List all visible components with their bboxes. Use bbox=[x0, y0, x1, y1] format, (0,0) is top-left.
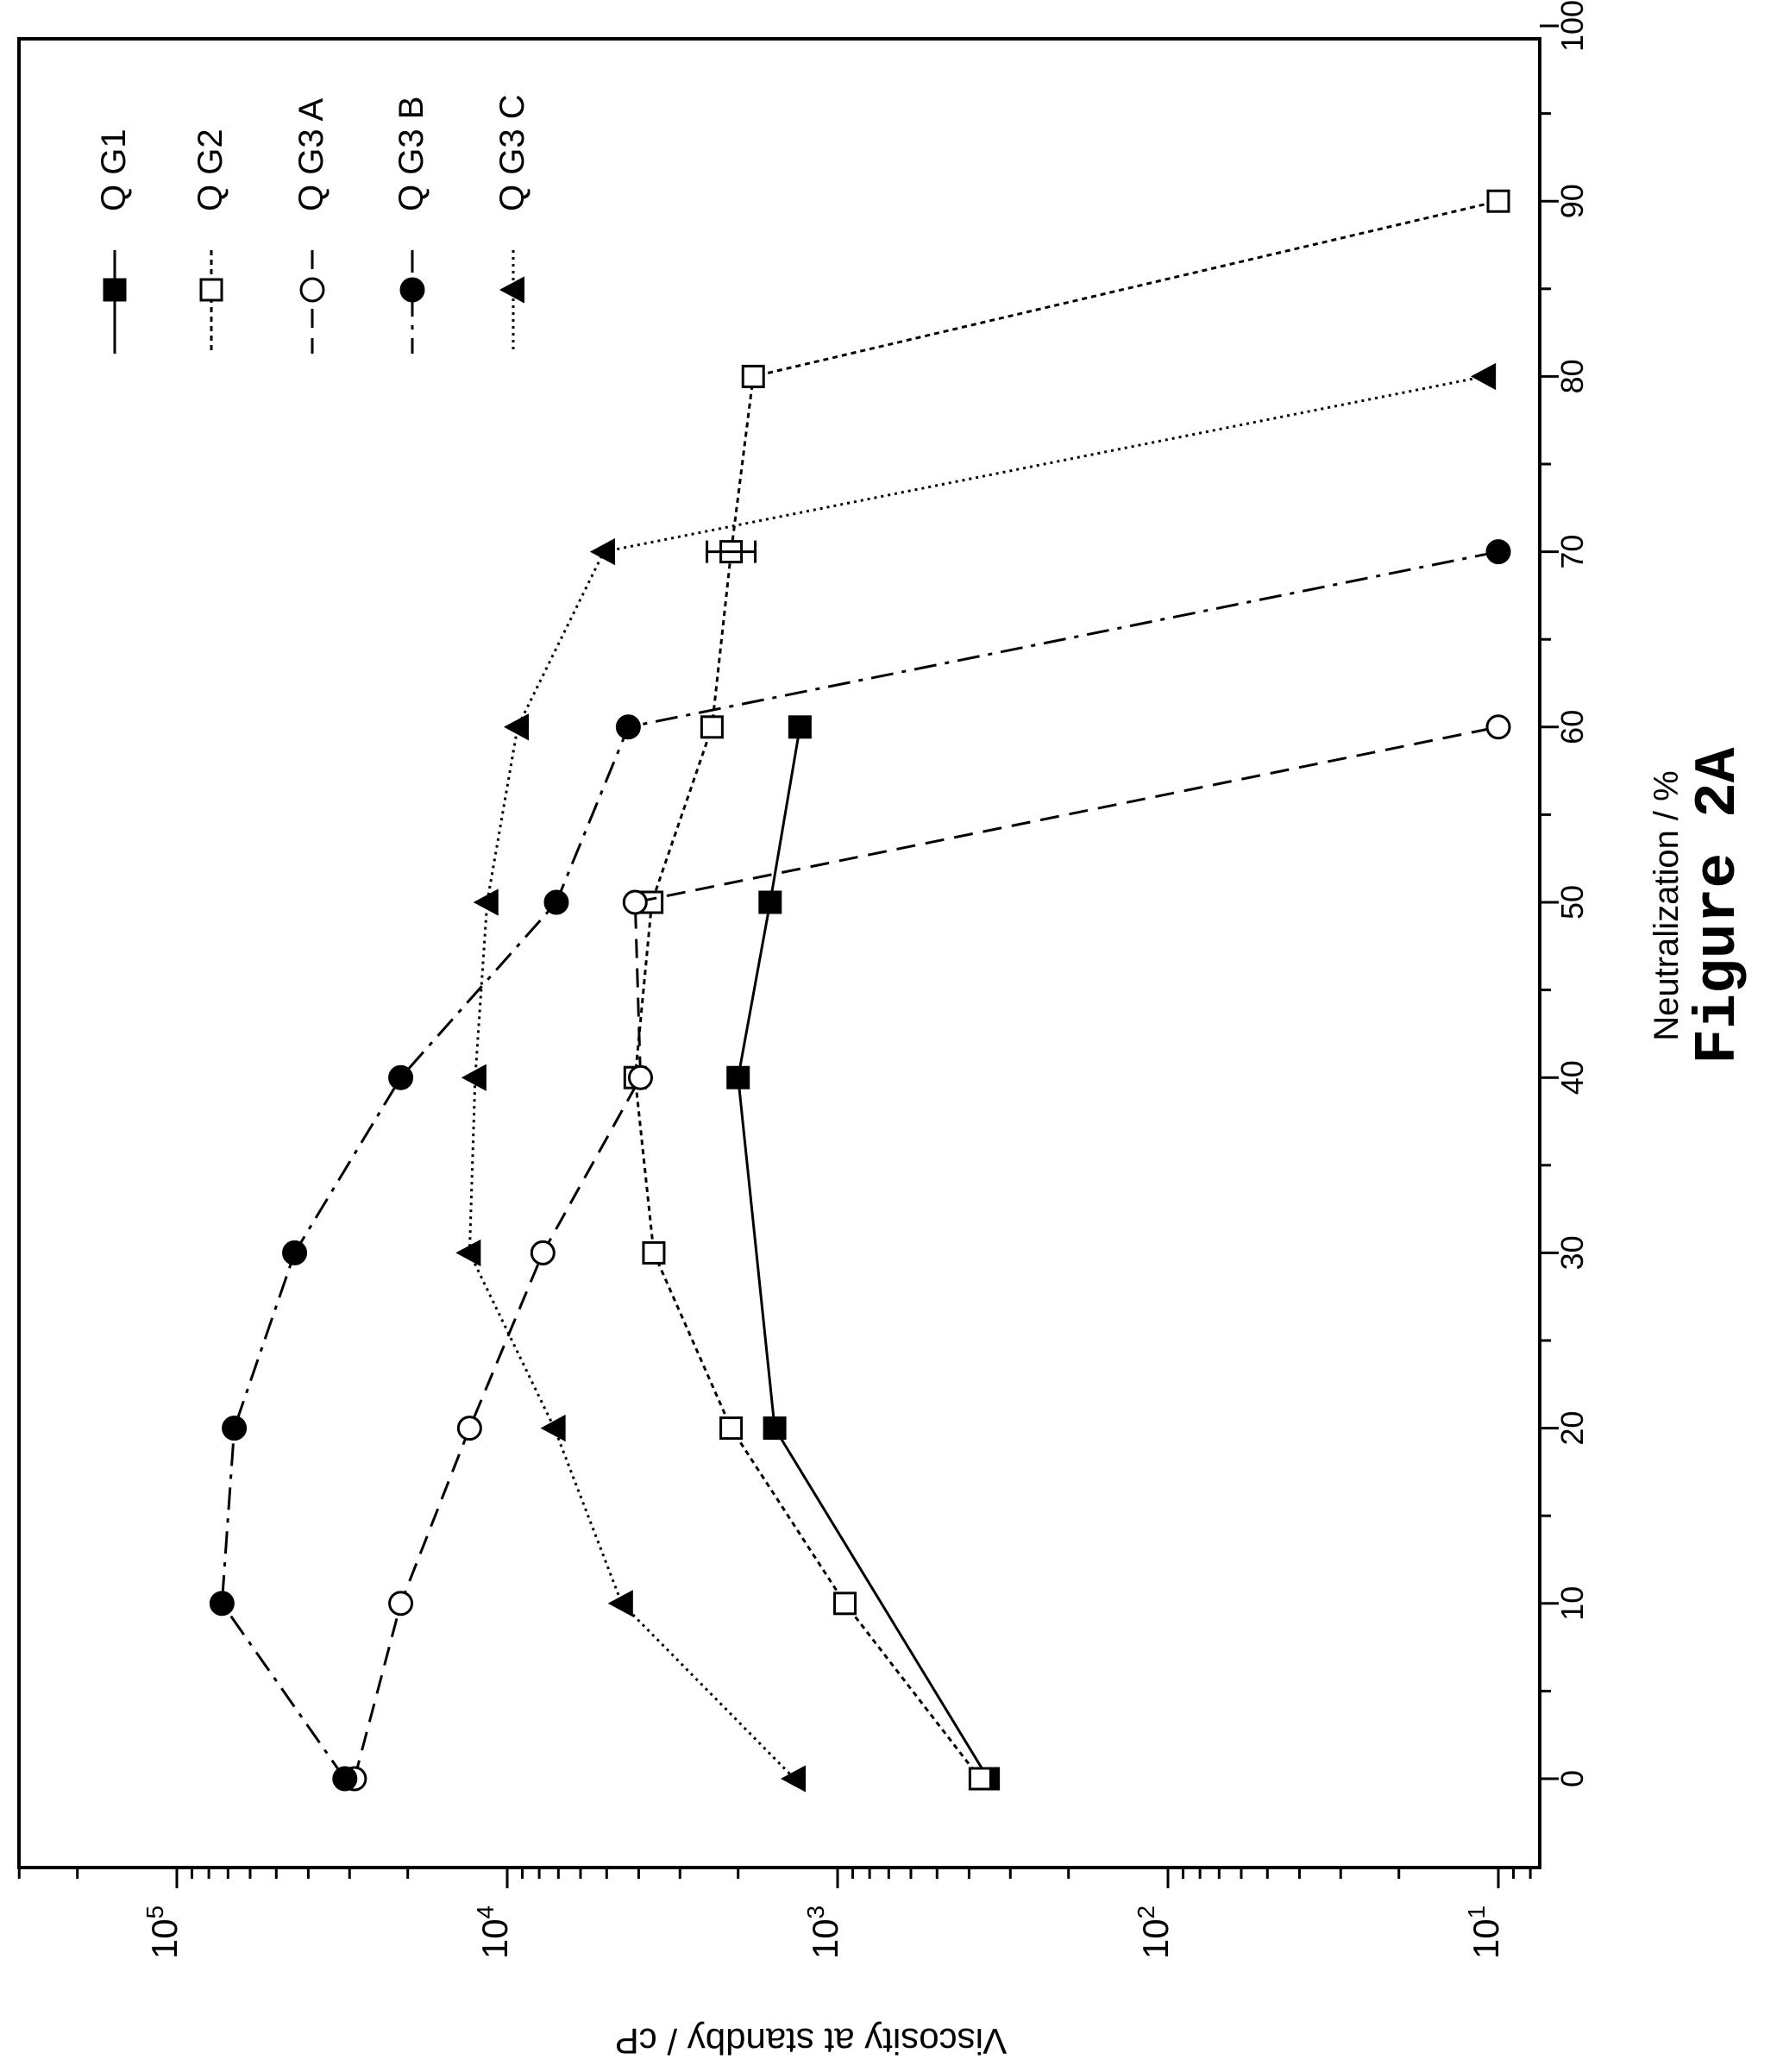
data-point bbox=[1485, 539, 1511, 565]
data-point bbox=[1485, 714, 1511, 740]
series-line bbox=[220, 550, 1499, 1780]
legend-label: Q G2 bbox=[191, 129, 229, 211]
data-point bbox=[719, 1416, 744, 1441]
data-point bbox=[642, 1240, 666, 1265]
data-point bbox=[726, 1065, 750, 1089]
data-point bbox=[282, 1240, 308, 1265]
x-tick-label: 10 bbox=[1554, 1586, 1590, 1621]
legend-label: Q G1 bbox=[95, 129, 133, 211]
figure-caption: Figure 2A bbox=[1686, 747, 1752, 1064]
data-point bbox=[788, 715, 812, 739]
series-5 bbox=[455, 362, 1497, 1793]
data-point bbox=[332, 1766, 358, 1792]
data-point bbox=[543, 889, 569, 915]
data-point bbox=[968, 1767, 992, 1791]
data-point bbox=[209, 1591, 235, 1617]
x-tick-label: 100 bbox=[1554, 0, 1590, 52]
y-tick-label: 101 bbox=[1463, 1906, 1506, 1959]
data-point bbox=[530, 1240, 556, 1265]
data-point bbox=[589, 537, 616, 566]
data-point bbox=[455, 1239, 481, 1267]
legend-label: Q G3 A bbox=[292, 98, 330, 211]
legend-marker bbox=[199, 278, 223, 302]
data-point bbox=[503, 713, 530, 741]
data-point bbox=[741, 364, 765, 388]
series-line bbox=[633, 199, 1499, 1780]
x-tick-label: 0 bbox=[1554, 1770, 1590, 1787]
x-tick-label: 90 bbox=[1554, 184, 1590, 218]
data-point bbox=[461, 1064, 487, 1091]
data-point bbox=[1486, 189, 1510, 213]
legend-label: Q G3 B bbox=[392, 97, 430, 211]
legend-item: Q G1 bbox=[95, 129, 133, 354]
series-4 bbox=[209, 539, 1511, 1792]
x-tick-label: 50 bbox=[1554, 885, 1590, 920]
legend-item: Q G2 bbox=[191, 129, 229, 354]
plot-frame bbox=[17, 37, 1541, 1869]
y-axis: 105 104 103 102 101 bbox=[17, 1868, 1532, 1959]
legend-marker bbox=[499, 276, 524, 304]
x-tick-label: 30 bbox=[1554, 1235, 1590, 1270]
legend-marker bbox=[103, 278, 127, 302]
y-tick-label: 105 bbox=[141, 1906, 185, 1959]
legend-label: Q G3 C bbox=[493, 94, 531, 211]
series-line bbox=[353, 725, 1499, 1780]
x-tick-label: 20 bbox=[1554, 1411, 1590, 1446]
data-point bbox=[700, 715, 724, 739]
data-point bbox=[222, 1416, 248, 1441]
legend: Q G1 Q G2 Q G3 A Q G3 B Q G3 C bbox=[95, 94, 531, 354]
data-point bbox=[388, 1591, 414, 1617]
data-point bbox=[473, 888, 499, 916]
data-point bbox=[615, 714, 641, 740]
series-layer bbox=[209, 189, 1511, 1793]
legend-item: Q G3 C bbox=[493, 94, 531, 354]
series-2 bbox=[623, 189, 1510, 1791]
x-axis-label: Neutralization / % bbox=[1648, 770, 1686, 1040]
x-tick-label: 60 bbox=[1554, 710, 1590, 744]
data-point bbox=[622, 889, 648, 915]
data-point bbox=[763, 1416, 787, 1441]
data-point bbox=[780, 1765, 807, 1793]
series-line bbox=[737, 726, 989, 1780]
y-tick-label: 103 bbox=[802, 1906, 845, 1959]
data-point bbox=[456, 1416, 482, 1441]
x-tick-label: 70 bbox=[1554, 535, 1590, 569]
legend-item: Q G3 B bbox=[392, 97, 430, 354]
legend-marker bbox=[299, 277, 325, 303]
data-point bbox=[1471, 362, 1497, 391]
data-point bbox=[628, 1064, 654, 1090]
legend-marker bbox=[399, 277, 425, 303]
x-tick-label: 40 bbox=[1554, 1060, 1590, 1095]
y-tick-label: 104 bbox=[472, 1906, 515, 1959]
series-line bbox=[468, 374, 1485, 1780]
data-point bbox=[833, 1592, 857, 1616]
error-bar bbox=[706, 540, 757, 563]
data-point bbox=[758, 890, 782, 914]
series-3 bbox=[342, 714, 1511, 1792]
x-tick-label: 80 bbox=[1554, 359, 1590, 393]
data-point bbox=[607, 1590, 633, 1617]
data-point bbox=[388, 1064, 414, 1090]
data-point bbox=[540, 1414, 566, 1442]
legend-item: Q G3 A bbox=[292, 98, 330, 354]
x-axis: 0 10 20 30 40 50 60 70 80 90 100 bbox=[1540, 0, 1590, 1787]
y-axis-label: Viscosity at standby / cP bbox=[615, 2021, 1007, 2062]
y-tick-label: 102 bbox=[1133, 1906, 1176, 1959]
